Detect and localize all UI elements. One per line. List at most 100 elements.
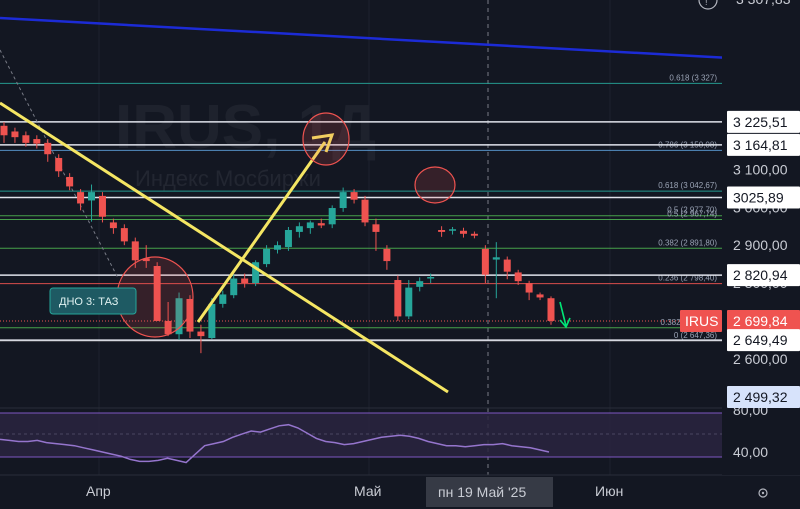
highlight-circle-peak[interactable] [302,112,350,166]
fib-label-8: 0 (2 647,36) [674,331,717,340]
green-down-arrow [559,301,571,329]
annotation-label[interactable]: ДНО 3: ТАЗ [49,287,137,315]
yellow-descending-line[interactable] [0,101,449,394]
fib-label-2: 0.618 (3 042,67) [658,181,717,190]
blue-trend-line[interactable] [0,16,731,60]
fib-label-4: 0.5 (2 967,74) [667,209,717,218]
candle-body-48 [525,283,533,293]
price-label-2: 3025,89 [733,189,784,205]
candle-body-37 [405,287,413,317]
more-icon: ! [705,0,708,7]
candle-body-7 [77,192,85,204]
annotation-text: ДНО 3: ТАЗ [59,296,119,308]
chart-settings-button[interactable]: ! [698,0,718,10]
candle-body-26 [284,230,292,248]
candle-body-2 [22,135,30,143]
grid-layer [98,0,611,475]
candle-body-44 [481,248,489,275]
candle-body-22 [241,278,249,284]
candle-body-24 [263,248,271,265]
candle-body-10 [109,222,117,229]
candle-body-27 [295,226,303,232]
candle-body-8 [88,192,96,201]
price-label-box-6 [727,386,800,408]
candle-body-32 [350,192,358,200]
price-tick-0: 3 100,00 [733,161,788,177]
indicator-pane [0,412,722,464]
price-label-4: 2 699,84 [733,313,788,329]
price-label-box-3 [727,264,800,287]
candle-body-23 [252,262,260,284]
yellow-ascending-line[interactable] [196,141,327,323]
candle-body-31 [339,192,347,209]
price-label-0: 3 225,51 [733,114,788,130]
candle-body-46 [503,259,511,272]
candle-body-0 [0,125,8,136]
candle-body-19 [208,303,216,339]
fib-label-5: 0.382 (2 891,80) [658,238,717,247]
candle-body-43 [470,233,478,236]
price-label-1: 3 164,81 [733,137,788,153]
candle-body-21 [230,278,238,296]
time-label-apr: Апр [86,483,111,499]
price-label-box-2 [727,186,800,209]
price-label-5: 2 649,49 [733,332,788,348]
fib-label-6: 0.236 (2 798,40) [658,274,717,283]
candles [0,122,555,354]
price-label-3: 2 820,94 [733,267,788,283]
oscillator-line [0,423,550,464]
indicator-tick-1: 40,00 [733,444,768,460]
candle-body-39 [427,276,435,279]
candle-body-28 [306,222,314,229]
candle-body-35 [383,248,391,262]
candle-body-16 [175,298,183,335]
candle-body-12 [131,241,139,261]
candle-body-11 [120,228,128,242]
candle-body-38 [416,281,424,287]
candle-body-18 [197,331,205,337]
price-label-box-4 [727,310,800,333]
price-axis: 3 307,833 100,003 000,002 900,002 800,00… [680,0,800,475]
highlight-circle-retest[interactable] [414,166,456,204]
candle-body-1 [11,131,19,138]
candle-body-36 [394,280,402,317]
price-tick-4: 2 600,00 [733,351,788,367]
price-tick-2: 2 900,00 [733,237,788,253]
crosshair-date-text: пн 19 Май '25 [438,484,526,500]
candle-body-20 [219,294,227,304]
price-label-box-0 [727,110,800,133]
candle-body-45 [492,257,500,260]
crosshair-date-label: пн 19 Май '25 [426,477,553,507]
watermark-subtitle: Индекс Мосбиржи [135,166,321,191]
candle-body-29 [317,223,325,226]
candle-body-34 [372,224,380,232]
candle-body-15 [164,320,172,335]
fib-label-3: 0.5 (2 977,70) [667,206,717,215]
candle-body-13 [142,258,150,262]
candle-body-30 [328,208,336,225]
candle-body-42 [459,230,467,234]
candle-body-49 [536,294,544,298]
time-label-jun: Июн [595,483,623,499]
candle-body-4 [44,142,52,155]
price-label-6: 2 499,32 [733,389,788,405]
price-label-box-1 [727,133,800,156]
timezone-settings-button[interactable] [758,488,768,498]
price-label-top-cut: 3 307,83 [736,0,791,7]
candle-body-33 [361,199,369,223]
candle-body-41 [449,229,457,231]
candle-body-25 [274,245,281,250]
candle-body-5 [55,158,63,172]
candle-body-9 [98,195,106,217]
time-label-may: Май [354,483,381,499]
symbol-badge-box [680,310,722,333]
candle-body-14 [153,266,161,321]
candle-body-6 [66,176,74,187]
candle-body-40 [438,230,446,232]
candle-body-3 [33,139,41,144]
fib-label-0: 0.618 (3 327) [669,73,717,82]
candle-body-50 [547,298,555,321]
symbol-badge: IRUS [685,313,718,329]
candle-body-17 [186,298,194,332]
